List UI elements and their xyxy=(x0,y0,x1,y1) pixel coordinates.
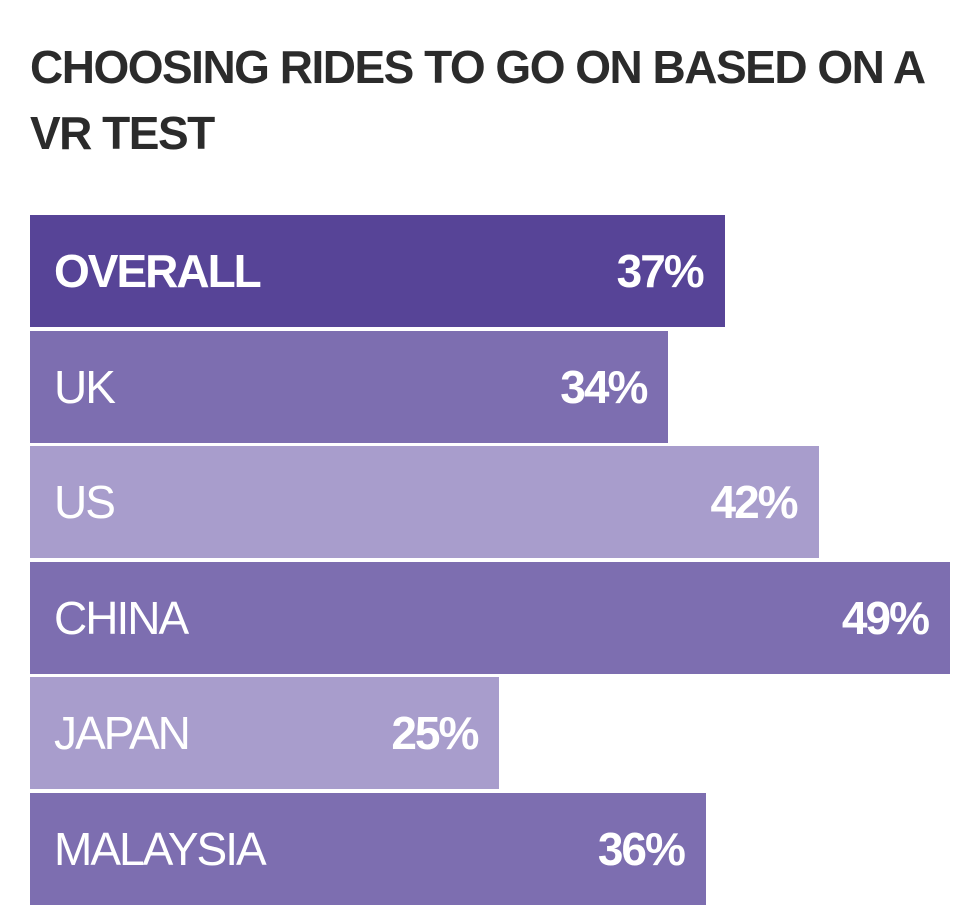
bar-us xyxy=(30,446,819,558)
bar-china xyxy=(30,561,950,674)
value-label: 49% xyxy=(841,591,930,644)
bar-japan xyxy=(30,677,500,789)
value-label: 34% xyxy=(560,360,648,413)
category-label: CHINA xyxy=(54,591,189,644)
value-label: 25% xyxy=(391,707,479,759)
bar-uk xyxy=(30,330,669,443)
chart-title: CHOOSING RIDES TO GO ON BASED ON A VR TE… xyxy=(30,41,924,159)
category-label: US xyxy=(54,476,116,528)
bar-malaysia xyxy=(30,792,706,905)
category-label: JAPAN xyxy=(54,707,191,759)
category-label: MALAYSIA xyxy=(54,822,267,875)
value-label: 36% xyxy=(597,822,686,875)
value-label: 37% xyxy=(616,245,705,297)
category-label: UK xyxy=(54,360,116,413)
category-label: OVERALL xyxy=(54,245,262,297)
bar-overall xyxy=(30,215,725,327)
value-label: 42% xyxy=(710,476,799,528)
